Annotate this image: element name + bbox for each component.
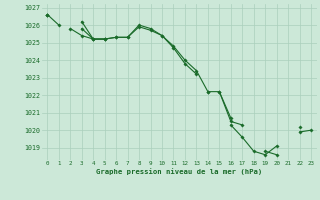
- X-axis label: Graphe pression niveau de la mer (hPa): Graphe pression niveau de la mer (hPa): [96, 168, 262, 175]
